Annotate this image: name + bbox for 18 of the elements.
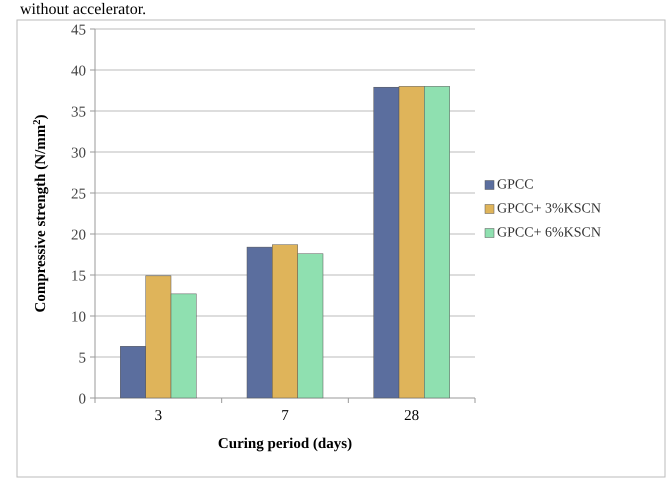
- y-tick-label: 30: [71, 145, 86, 162]
- x-tick-label: 3: [154, 408, 162, 424]
- y-tick-label: 10: [71, 309, 86, 326]
- y-tick-label: 15: [71, 268, 86, 284]
- y-tick-label: 0: [78, 391, 86, 408]
- y-tick-label: 40: [71, 63, 86, 80]
- x-tick-label: 28: [404, 408, 420, 424]
- legend-label: GPCC: [497, 178, 534, 192]
- y-tick-label: 25: [71, 186, 86, 202]
- text: without accelerator.: [20, 1, 146, 18]
- legend-label: GPCC+ 3%KSCN: [497, 202, 601, 216]
- x-tick-label: 7: [281, 408, 290, 424]
- legend-label: GPCC+ 6%KSCN: [497, 226, 601, 240]
- y-tick-label: 5: [78, 350, 86, 366]
- y-tick-label: 45: [71, 22, 86, 38]
- x-axis-title: Curing period (days): [218, 436, 352, 452]
- y-tick-label: 35: [71, 104, 86, 120]
- y-tick-label: 20: [71, 227, 86, 244]
